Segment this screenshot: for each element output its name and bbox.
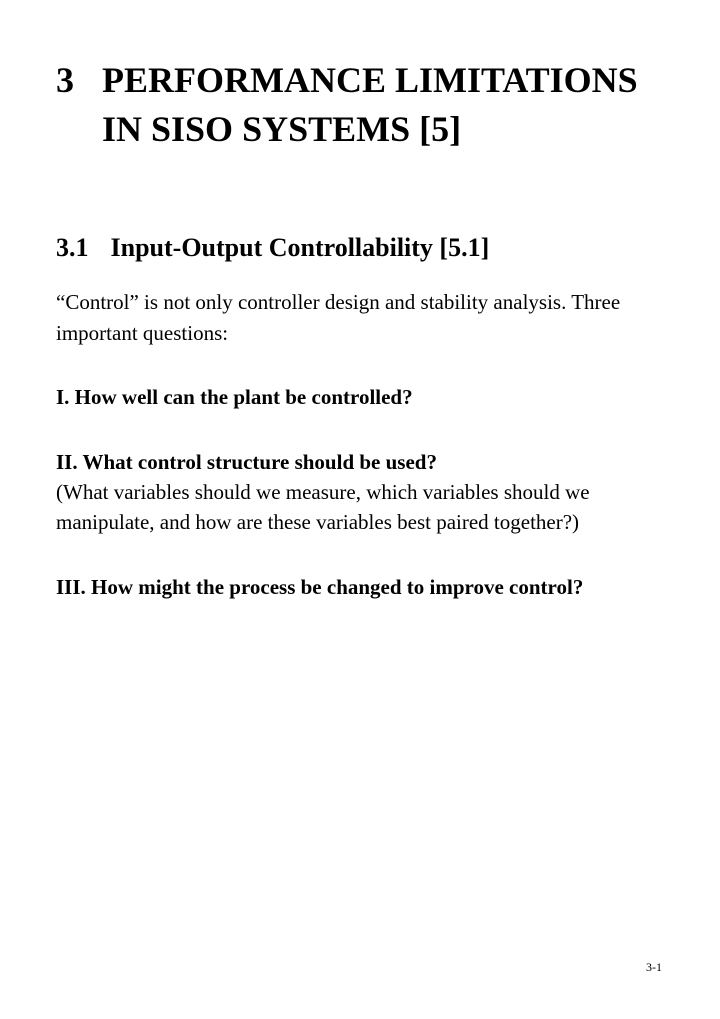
question-2-body: (What variables should we measure, which… xyxy=(56,477,664,538)
chapter-number: 3 xyxy=(56,56,74,105)
question-3-title: III. How might the process be changed to… xyxy=(56,572,664,602)
section-number: 3.1 xyxy=(56,233,89,263)
question-2: II. What control structure should be use… xyxy=(56,447,664,538)
page-number: 3-1 xyxy=(646,960,662,975)
question-1-title: I. How well can the plant be controlled? xyxy=(56,382,664,412)
section-heading: 3.1 Input-Output Controllability [5.1] xyxy=(56,233,664,263)
intro-paragraph: “Control” is not only controller design … xyxy=(56,287,664,348)
question-1: I. How well can the plant be controlled? xyxy=(56,382,664,412)
question-2-title: II. What control structure should be use… xyxy=(56,447,664,477)
chapter-heading: 3 PERFORMANCE LIMITATIONS IN SISO SYSTEM… xyxy=(56,56,664,153)
section-title: Input-Output Controllability [5.1] xyxy=(111,233,490,263)
question-3: III. How might the process be changed to… xyxy=(56,572,664,602)
document-page: 3 PERFORMANCE LIMITATIONS IN SISO SYSTEM… xyxy=(0,0,720,1019)
chapter-title: PERFORMANCE LIMITATIONS IN SISO SYSTEMS … xyxy=(102,56,664,153)
